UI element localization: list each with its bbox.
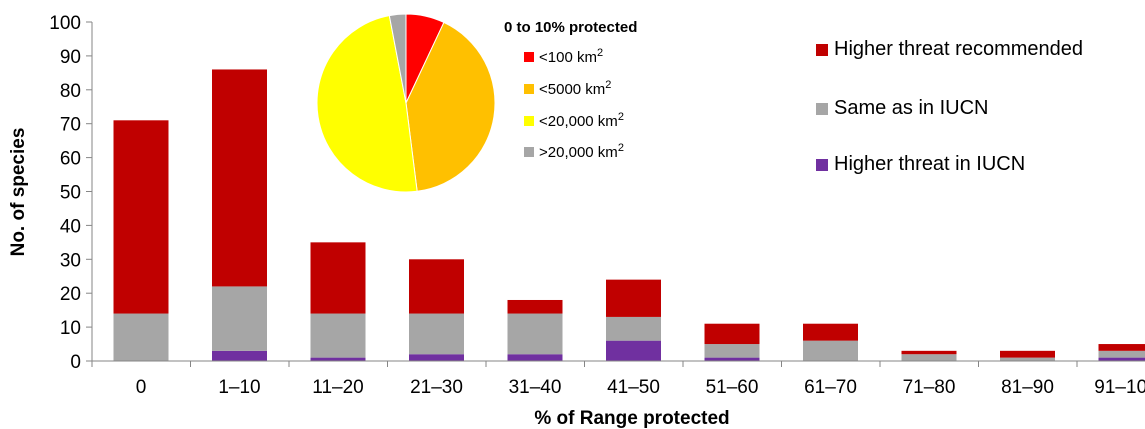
- x-tick-label: 71–80: [903, 377, 956, 398]
- y-axis-title: No. of species: [8, 128, 29, 257]
- x-tick-label: 21–30: [410, 377, 463, 398]
- pie-legend-swatch: [524, 84, 534, 94]
- bar-segment: [212, 350, 267, 361]
- x-tick-label: 1–10: [218, 377, 260, 398]
- x-tick-label: 31–40: [509, 377, 562, 398]
- legend-swatch: [816, 44, 828, 56]
- bar-segment: [704, 344, 760, 358]
- bar-segment: [606, 279, 661, 317]
- y-tick-label: 90: [60, 47, 81, 68]
- bar-segment: [409, 313, 464, 355]
- legend-label: Higher threat in IUCN: [834, 153, 1025, 175]
- pie-slice: [388, 13, 407, 104]
- legend-label: Higher threat recommended: [834, 38, 1083, 60]
- axes-layer: 0 10 20 30 40 50 60 70 80 90 100 0 1–10 11–20 21–30 31–…: [49, 13, 1145, 398]
- y-tick-label: 40: [60, 216, 81, 237]
- bar-segment: [212, 286, 267, 351]
- legend-label: Same as in IUCN: [834, 97, 989, 119]
- legend-swatch: [816, 159, 828, 171]
- pie-slice: [316, 14, 418, 193]
- bar-segment: [310, 313, 366, 358]
- bar-segment: [1000, 350, 1055, 358]
- bar-segment: [310, 242, 366, 314]
- bar-segment: [803, 340, 858, 361]
- y-tick-label: 80: [60, 81, 81, 102]
- bar-segment: [606, 316, 661, 341]
- pie-legend-label: >20,000 km2: [539, 142, 624, 161]
- bar-legend: Higher threat recommended Same as in IUCN…: [816, 38, 1083, 175]
- y-tick-label: 0: [70, 352, 81, 373]
- pie-legend-label: <5000 km2: [539, 79, 611, 98]
- bar-segment: [1098, 344, 1145, 351]
- y-tick-label: 30: [60, 250, 81, 271]
- bar-segment: [409, 354, 464, 361]
- bar-segment: [212, 69, 267, 287]
- y-tick-label: 60: [60, 149, 81, 170]
- y-tick-label: 50: [60, 183, 81, 204]
- bar-segment: [507, 313, 563, 355]
- x-tick-label: 61–70: [804, 377, 857, 398]
- bar-segment: [606, 340, 661, 361]
- x-tick-label: 11–20: [312, 377, 363, 398]
- pie-legend: <100 km2 <5000 km2 <20,000 km2 >20,000 km2: [524, 47, 624, 161]
- bar-segment: [901, 350, 957, 355]
- bar-segment: [1098, 357, 1145, 361]
- legend-swatch: [816, 103, 828, 115]
- x-axis-title: % of Range protected: [534, 408, 729, 429]
- y-tick-label: 20: [60, 284, 81, 305]
- bar-segment: [1098, 350, 1145, 358]
- y-tick-label: 10: [60, 318, 81, 339]
- y-tick-label: 70: [60, 115, 81, 136]
- pie-legend-swatch: [524, 147, 534, 157]
- bars-layer: [113, 69, 1145, 361]
- bar-segment: [901, 354, 957, 361]
- x-tick-label: 51–60: [706, 377, 759, 398]
- bar-segment: [409, 259, 464, 314]
- pie-chart: [316, 13, 496, 193]
- x-tick-label: 81–90: [1001, 377, 1054, 398]
- bar-segment: [803, 323, 858, 341]
- pie-legend-swatch: [524, 52, 534, 62]
- pie-legend-swatch: [524, 116, 534, 126]
- pie-legend-label: <20,000 km2: [539, 111, 624, 130]
- x-tick-label: 0: [136, 377, 147, 398]
- x-tick-label: 41–50: [607, 377, 660, 398]
- bar-segment: [1000, 357, 1055, 361]
- bar-segment: [507, 354, 563, 361]
- bar-segment: [113, 313, 169, 361]
- y-tick-label: 100: [49, 13, 81, 34]
- x-tick-label: 91–100: [1094, 377, 1145, 398]
- pie-slice: [405, 21, 496, 192]
- bar-segment: [704, 323, 760, 345]
- bar-segment: [704, 357, 760, 361]
- pie-legend-label: <100 km2: [539, 47, 603, 66]
- bar-segment: [507, 299, 563, 314]
- bar-segment: [113, 120, 169, 314]
- bar-segment: [310, 357, 366, 361]
- pie-title: 0 to 10% protected: [504, 19, 637, 36]
